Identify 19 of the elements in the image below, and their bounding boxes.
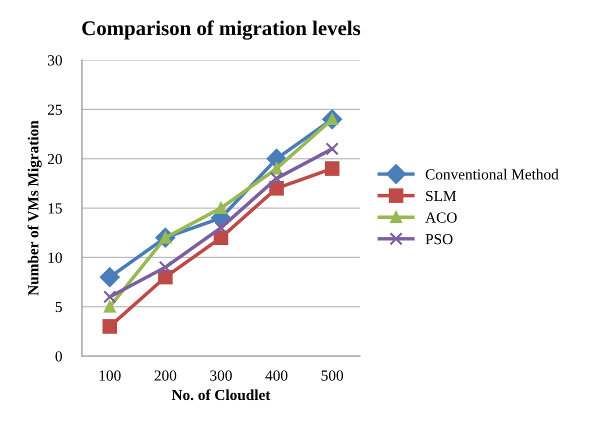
y-tick-label: 0 (55, 351, 62, 362)
y-tick-label: 15 (48, 203, 62, 214)
y-tick-label: 30 (48, 55, 62, 66)
legend-label: PSO (426, 234, 453, 244)
legend-label: Conventional Method (426, 168, 559, 180)
legend-label: SLM (426, 190, 456, 202)
x-tick-label: 200 (154, 370, 176, 381)
y-tick-label: 20 (48, 154, 62, 164)
x-tick-label: 300 (210, 370, 232, 381)
x-tick-label: 400 (265, 370, 288, 381)
y-axis-title: Number of VMs Migration (28, 120, 42, 296)
y-tick-label: 10 (48, 252, 62, 263)
y-tick-label: 5 (56, 302, 62, 312)
chart-title: Comparison of migration levels (82, 20, 360, 40)
y-tick-label: 25 (48, 104, 62, 115)
x-tick-label: 500 (322, 370, 344, 381)
x-tick-label: 100 (100, 370, 121, 381)
legend-label: ACO (425, 212, 457, 223)
x-axis-title: No. of Cloudlet (172, 389, 270, 400)
